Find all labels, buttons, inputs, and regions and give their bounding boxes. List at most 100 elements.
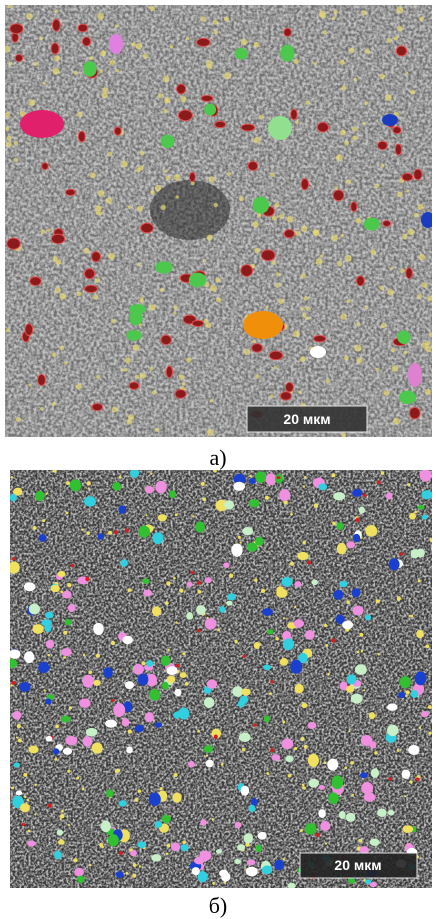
particle — [24, 582, 35, 591]
particle — [361, 10, 366, 15]
particle — [100, 50, 106, 56]
particle — [352, 794, 354, 796]
particle — [173, 577, 176, 580]
particle — [46, 736, 53, 742]
particle — [85, 269, 95, 279]
particle — [301, 273, 306, 278]
particle — [205, 577, 212, 583]
particle — [179, 589, 183, 593]
particle — [426, 644, 430, 648]
particle — [112, 407, 118, 413]
particle — [256, 471, 267, 483]
particle — [51, 234, 64, 244]
particle — [197, 581, 201, 585]
particle — [239, 196, 244, 201]
particle — [421, 711, 429, 717]
particle — [93, 680, 101, 686]
particle — [46, 640, 54, 649]
particle — [414, 213, 419, 218]
particle — [207, 679, 217, 688]
particle — [359, 839, 363, 843]
particle — [278, 298, 284, 304]
particle — [150, 190, 155, 195]
particle — [65, 736, 77, 746]
particle — [364, 101, 368, 105]
particle — [353, 78, 357, 82]
particle — [119, 851, 123, 856]
particle — [114, 530, 118, 534]
particle — [325, 843, 327, 845]
particle — [271, 260, 276, 265]
particle — [10, 494, 17, 502]
particle — [420, 469, 432, 482]
particle — [314, 62, 317, 65]
particle — [301, 703, 307, 708]
particle — [252, 339, 256, 343]
particle — [176, 195, 179, 198]
particle — [25, 324, 33, 336]
particle — [313, 230, 320, 237]
particle — [194, 857, 205, 864]
particle — [182, 652, 185, 655]
particle — [326, 379, 330, 383]
particle — [336, 522, 343, 529]
particle — [127, 419, 133, 425]
particle — [55, 259, 61, 265]
particle — [297, 552, 308, 560]
particle — [164, 169, 167, 172]
particle — [331, 234, 338, 241]
particle — [76, 777, 79, 780]
particle — [302, 786, 305, 789]
particle — [351, 202, 357, 212]
particle — [419, 254, 426, 261]
particle — [427, 296, 433, 302]
particle — [83, 654, 85, 656]
particle — [207, 64, 212, 69]
particle — [249, 475, 251, 477]
particle — [421, 342, 427, 348]
particle — [281, 739, 293, 750]
particle — [348, 878, 355, 884]
particle — [66, 481, 70, 485]
particle — [254, 42, 260, 48]
particle — [421, 212, 435, 228]
particle — [378, 653, 380, 655]
particle — [89, 56, 93, 60]
particle — [98, 211, 102, 215]
particle — [272, 215, 277, 220]
particle — [280, 392, 291, 400]
particle — [15, 55, 22, 62]
particle — [145, 514, 147, 516]
particle — [11, 476, 13, 478]
particle — [290, 513, 293, 516]
particle — [265, 473, 276, 485]
particle — [234, 859, 240, 864]
particle — [186, 357, 191, 362]
particle — [160, 288, 164, 292]
particle — [102, 846, 104, 848]
particle — [374, 751, 377, 754]
particle — [390, 267, 393, 270]
particle — [5, 112, 10, 117]
particle — [137, 263, 141, 267]
particle — [204, 104, 216, 116]
particle — [126, 872, 129, 875]
particle — [45, 612, 54, 619]
particle — [68, 604, 75, 612]
particle — [394, 36, 398, 40]
scale-bar-label: 20 мкм — [283, 411, 330, 427]
particle — [365, 49, 371, 55]
particle — [301, 179, 308, 190]
particle — [396, 7, 403, 14]
particle — [288, 883, 296, 889]
particle — [370, 249, 376, 255]
particle — [42, 619, 52, 626]
particle — [141, 223, 154, 233]
particle — [294, 606, 296, 608]
particle — [119, 800, 127, 807]
particle — [269, 692, 272, 695]
particle — [249, 478, 256, 484]
particle — [189, 172, 195, 181]
particle — [164, 109, 168, 113]
particle — [43, 82, 46, 85]
